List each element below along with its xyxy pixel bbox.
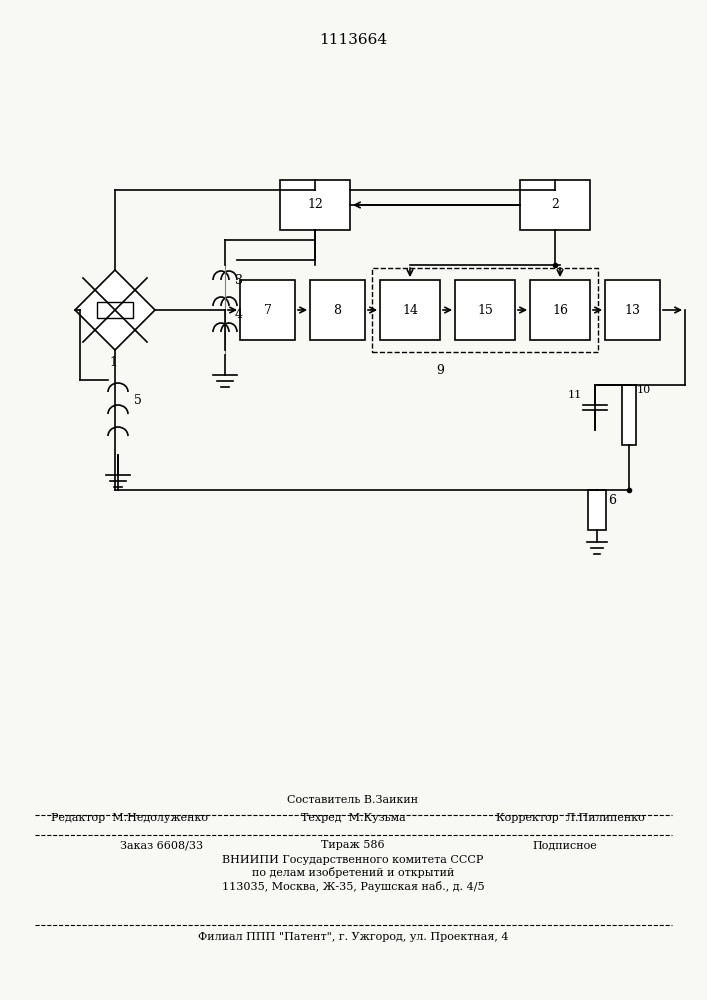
Bar [455,280,515,340]
Text: 13: 13 [624,304,641,316]
Text: Составитель В.Заикин: Составитель В.Заикин [288,795,419,805]
Text: 2: 2 [551,198,559,212]
Bar [605,280,660,340]
Text: 1: 1 [109,356,117,368]
Text: 15: 15 [477,304,493,316]
Text: 14: 14 [402,304,418,316]
Text: 16: 16 [552,304,568,316]
Bar [588,490,606,530]
Text: 4: 4 [235,308,243,322]
Bar [97,302,133,318]
Text: 1113664: 1113664 [319,33,387,47]
Text: 5: 5 [134,393,142,406]
Text: 113035, Москва, Ж-35, Раушская наб., д. 4/5: 113035, Москва, Ж-35, Раушская наб., д. … [222,880,484,892]
Text: 12: 12 [307,198,323,212]
Bar [240,280,295,340]
Polygon shape [75,270,155,350]
Text: Филиал ППП "Патент", г. Ужгород, ул. Проектная, 4: Филиал ППП "Патент", г. Ужгород, ул. Про… [198,932,508,942]
Bar [622,385,636,445]
Bar [280,180,350,230]
Bar [520,180,590,230]
Text: 11: 11 [568,390,582,400]
Bar [530,280,590,340]
Text: Заказ 6608/33: Заказ 6608/33 [120,840,203,850]
Text: 10: 10 [637,385,651,395]
Text: 3: 3 [235,273,243,286]
Text: Тираж 586: Тираж 586 [321,840,385,850]
Bar [310,280,365,340]
Text: Редактор  М.Недолуженко: Редактор М.Недолуженко [52,813,209,823]
Text: по делам изобретений и открытий: по делам изобретений и открытий [252,867,454,879]
Text: 7: 7 [264,304,271,316]
Bar [380,280,440,340]
Text: 6: 6 [608,493,616,506]
Text: 8: 8 [334,304,341,316]
Text: ВНИИПИ Государственного комитета СССР: ВНИИПИ Государственного комитета СССР [222,855,484,865]
Text: Техред  М.Кузьма: Техред М.Кузьма [300,813,405,823]
Bar [372,268,598,352]
Text: Корректор  Л.Пилипенко: Корректор Л.Пилипенко [496,813,644,823]
Text: 9: 9 [436,363,444,376]
Text: Подписное: Подписное [532,840,597,850]
